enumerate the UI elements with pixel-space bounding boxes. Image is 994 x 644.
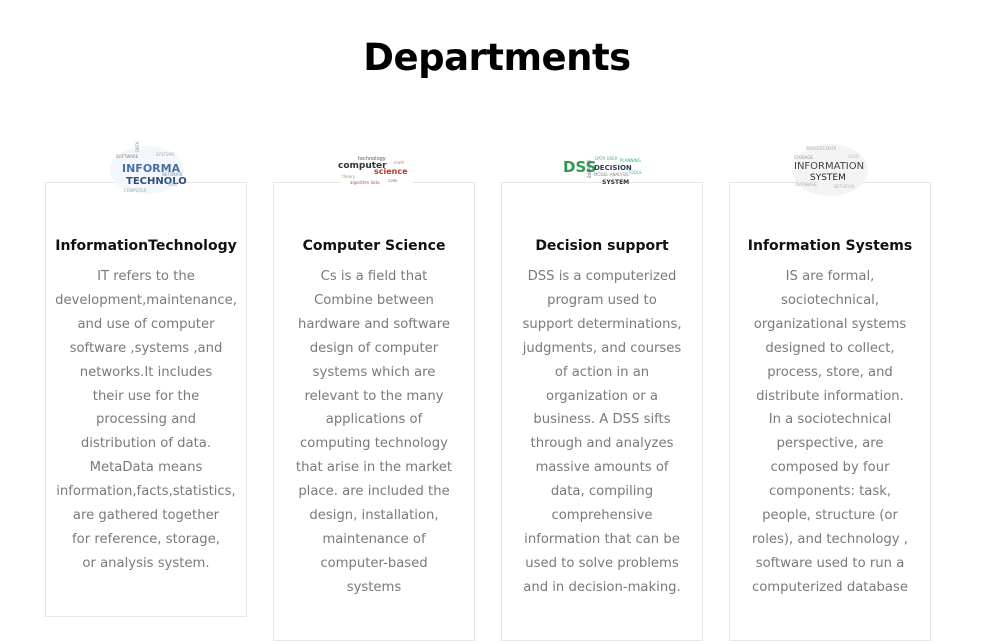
svg-text:math: math xyxy=(394,160,405,165)
department-card-information-technology[interactable]: InformationTechnology IT refers to the d… xyxy=(45,182,247,617)
svg-text:theory: theory xyxy=(342,174,356,179)
svg-text:SOFTWARE: SOFTWARE xyxy=(116,154,139,159)
svg-text:code: code xyxy=(388,178,398,183)
department-card-information-systems[interactable]: Information Systems IS are formal, socio… xyxy=(729,182,931,641)
decision-support-word-cloud-icon: DSS SUPPORT DATA USER DECISION PLANNING … xyxy=(558,138,648,198)
svg-text:algorithm data: algorithm data xyxy=(350,180,380,185)
card-description: IT refers to the development,maintenance… xyxy=(55,269,237,571)
svg-text:SUPPORT: SUPPORT xyxy=(587,159,592,178)
information-technology-word-cloud-icon: SOFTWARE SYSTEMS DATA INFORMA TECHNOLO N… xyxy=(102,138,192,198)
svg-text:science: science xyxy=(374,167,408,176)
card-title: Information Systems xyxy=(747,238,913,254)
card-title: Computer Science xyxy=(302,238,446,254)
svg-text:computer: computer xyxy=(338,161,387,171)
svg-text:PROCESS DATA: PROCESS DATA xyxy=(806,146,837,151)
svg-text:NETWORK: NETWORK xyxy=(834,184,855,189)
department-card-decision-support[interactable]: Decision support DSS is a computerized p… xyxy=(501,182,703,641)
svg-text:COMPUTER: COMPUTER xyxy=(124,188,147,193)
svg-text:DSS: DSS xyxy=(563,158,596,176)
svg-text:SYSTEM: SYSTEM xyxy=(602,179,629,186)
card-description: DSS is a computerized program used to su… xyxy=(522,269,682,595)
svg-text:STORAGE: STORAGE xyxy=(794,155,814,160)
svg-text:DATABASE: DATABASE xyxy=(796,182,817,187)
svg-text:SYSTEM: SYSTEM xyxy=(810,173,846,183)
svg-text:PLANNING: PLANNING xyxy=(620,158,641,163)
svg-text:INFORMA: INFORMA xyxy=(122,162,181,175)
svg-text:WEB: WEB xyxy=(168,182,177,187)
computer-science-word-cloud-icon: technology computer science theory algor… xyxy=(330,138,420,198)
svg-text:TECHNOLO: TECHNOLO xyxy=(126,176,187,187)
card-description: Cs is a field that Combine between hardw… xyxy=(295,269,453,595)
information-system-word-cloud-icon: PROCESS DATA STORAGE INFORMATION SYSTEM … xyxy=(786,138,876,198)
svg-text:DECISION: DECISION xyxy=(594,164,632,172)
svg-text:DATA USER: DATA USER xyxy=(595,156,618,161)
svg-text:NETWORK: NETWORK xyxy=(162,172,183,177)
svg-text:INFORMATION: INFORMATION xyxy=(794,161,864,172)
svg-text:USER: USER xyxy=(848,154,859,159)
svg-text:MODEL ANALYSIS: MODEL ANALYSIS xyxy=(594,172,629,177)
card-description: IS are formal, sociotechnical, organizat… xyxy=(751,269,908,595)
svg-text:TOOLS: TOOLS xyxy=(627,170,642,175)
svg-text:technology: technology xyxy=(358,156,386,162)
svg-text:DATA: DATA xyxy=(135,141,140,152)
page-title: Departments xyxy=(363,36,631,79)
card-title: Decision support xyxy=(535,238,669,254)
svg-text:SYSTEMS: SYSTEMS xyxy=(156,152,175,157)
department-card-computer-science[interactable]: Computer Science Cs is a field that Comb… xyxy=(273,182,475,641)
card-title: InformationTechnology xyxy=(55,238,237,254)
